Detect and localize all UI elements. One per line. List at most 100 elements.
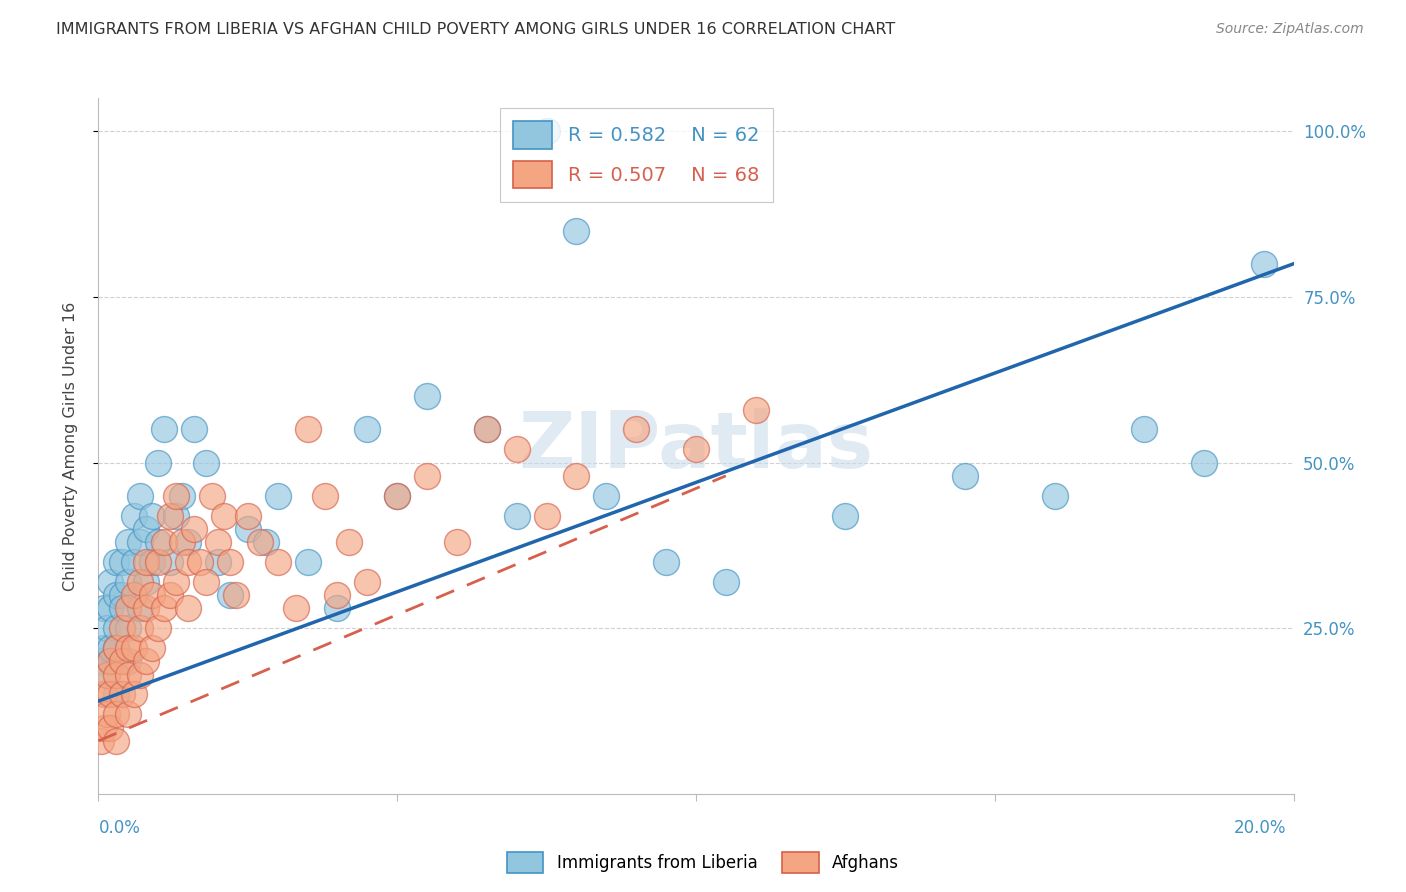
Point: [165, 489, 187, 503]
Point: [96, 667, 118, 681]
Point: [177, 555, 200, 569]
Point: [129, 535, 152, 549]
Point: [1253, 257, 1275, 271]
Point: [100, 688, 122, 702]
Point: [655, 555, 678, 569]
Point: [105, 707, 128, 722]
Point: [201, 489, 224, 503]
Point: [475, 422, 498, 436]
Point: [90, 734, 112, 748]
Point: [183, 522, 205, 536]
Point: [148, 535, 170, 549]
Point: [124, 588, 146, 602]
Point: [129, 667, 152, 681]
Point: [117, 667, 139, 681]
Point: [111, 688, 134, 702]
Point: [172, 535, 194, 549]
Point: [93, 721, 115, 735]
Point: [356, 422, 378, 436]
Point: [1133, 422, 1156, 436]
Point: [183, 422, 205, 436]
Point: [105, 588, 128, 602]
Point: [96, 707, 118, 722]
Point: [129, 574, 152, 589]
Point: [536, 124, 558, 138]
Point: [90, 654, 112, 668]
Point: [141, 641, 163, 656]
Point: [339, 535, 360, 549]
Point: [536, 508, 558, 523]
Point: [165, 574, 187, 589]
Point: [100, 721, 122, 735]
Point: [267, 555, 290, 569]
Point: [172, 489, 194, 503]
Point: [111, 601, 134, 615]
Point: [177, 535, 200, 549]
Point: [148, 621, 170, 635]
Point: [195, 574, 218, 589]
Text: Source: ZipAtlas.com: Source: ZipAtlas.com: [1216, 22, 1364, 37]
Point: [105, 641, 128, 656]
Point: [326, 601, 349, 615]
Point: [96, 667, 118, 681]
Point: [153, 601, 176, 615]
Point: [124, 641, 146, 656]
Point: [219, 555, 242, 569]
Point: [385, 489, 409, 503]
Point: [236, 522, 259, 536]
Point: [105, 734, 128, 748]
Point: [141, 508, 163, 523]
Point: [135, 654, 157, 668]
Point: [565, 468, 588, 483]
Point: [141, 588, 163, 602]
Point: [626, 422, 648, 436]
Point: [207, 535, 229, 549]
Text: 0.0%: 0.0%: [98, 819, 141, 837]
Point: [1192, 456, 1215, 470]
Point: [100, 654, 122, 668]
Point: [177, 601, 200, 615]
Point: [159, 588, 181, 602]
Point: [565, 224, 588, 238]
Point: [284, 601, 307, 615]
Point: [117, 707, 139, 722]
Point: [159, 508, 181, 523]
Point: [105, 555, 128, 569]
Point: [165, 508, 187, 523]
Point: [416, 468, 439, 483]
Point: [506, 442, 529, 457]
Point: [953, 468, 976, 483]
Point: [105, 641, 128, 656]
Point: [111, 654, 134, 668]
Point: [475, 422, 498, 436]
Point: [129, 621, 152, 635]
Point: [219, 588, 242, 602]
Point: [100, 601, 122, 615]
Point: [111, 588, 134, 602]
Point: [111, 555, 134, 569]
Point: [105, 667, 128, 681]
Point: [326, 588, 349, 602]
Point: [356, 574, 378, 589]
Point: [249, 535, 271, 549]
Point: [117, 641, 139, 656]
Point: [93, 601, 115, 615]
Point: [100, 641, 122, 656]
Point: [117, 601, 139, 615]
Text: IMMIGRANTS FROM LIBERIA VS AFGHAN CHILD POVERTY AMONG GIRLS UNDER 16 CORRELATION: IMMIGRANTS FROM LIBERIA VS AFGHAN CHILD …: [56, 22, 896, 37]
Point: [141, 555, 163, 569]
Text: ZIPatlas: ZIPatlas: [519, 408, 873, 484]
Point: [153, 535, 176, 549]
Point: [111, 621, 134, 635]
Point: [1043, 489, 1066, 503]
Point: [153, 422, 176, 436]
Point: [685, 442, 707, 457]
Point: [315, 489, 337, 503]
Point: [105, 688, 128, 702]
Point: [135, 522, 157, 536]
Point: [135, 601, 157, 615]
Point: [297, 555, 319, 569]
Point: [195, 456, 218, 470]
Point: [100, 654, 122, 668]
Point: [446, 535, 468, 549]
